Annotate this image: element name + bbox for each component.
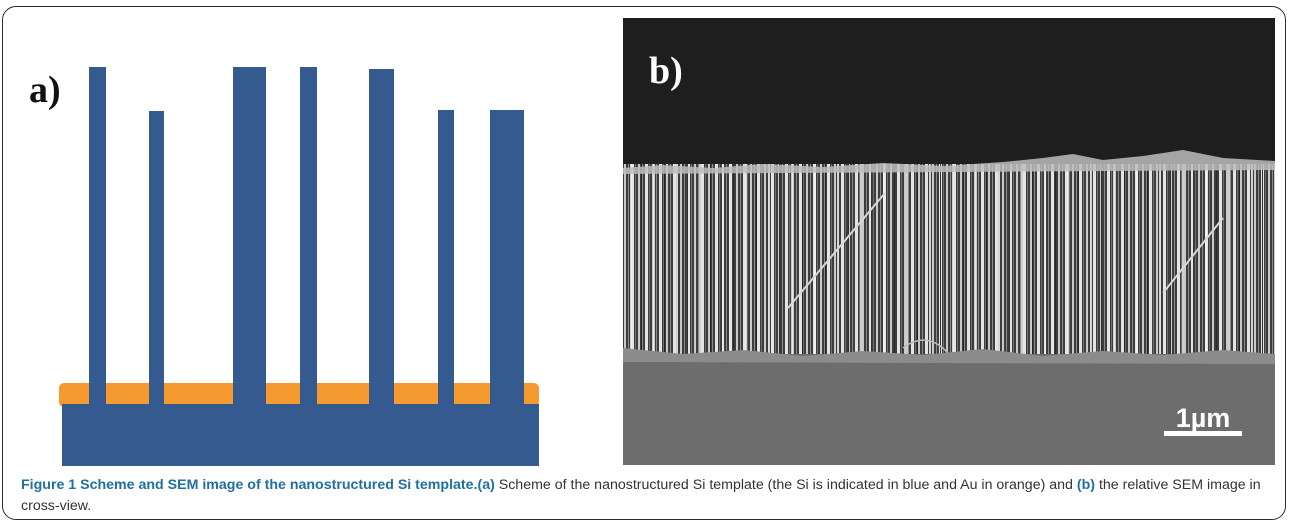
stray-wire (787, 192, 886, 309)
si-pillar (233, 67, 266, 407)
si-pillar (438, 110, 454, 407)
si-substrate (62, 404, 539, 466)
si-pillar (369, 69, 394, 407)
substrate-edge (623, 348, 1275, 364)
sem-background-top (623, 18, 1275, 168)
stray-wire (1162, 217, 1224, 294)
panel-a-scheme: a) (13, 21, 598, 466)
scale-bar-line (1164, 431, 1242, 436)
sem-micrograph (623, 18, 1275, 466)
figure-caption: Figure 1 Scheme and SEM image of the nan… (21, 475, 1271, 517)
caption-text-a: Scheme of the nanostructured Si template… (494, 477, 1077, 493)
panel-b-sem-image: b) 1µm (623, 18, 1275, 466)
si-pillar (300, 67, 317, 407)
si-pillar (149, 111, 164, 407)
panel-a-label: a) (29, 69, 61, 111)
scale-bar-label: 1µm (1175, 403, 1231, 433)
nanowire-layer-highlights (623, 164, 1275, 354)
caption-text-b: the relative SEM image in cross-view. (21, 477, 1261, 514)
figure-frame: a) (2, 6, 1286, 520)
scheme-diagram (59, 67, 539, 466)
caption-ref-a: (a) (477, 477, 495, 493)
nanowire-top-edge (623, 150, 1275, 174)
caption-title: Figure 1 Scheme and SEM image of the nan… (21, 477, 478, 493)
si-pillar (89, 67, 106, 407)
sem-substrate (623, 354, 1275, 465)
si-pillar (490, 110, 524, 407)
au-layer (59, 383, 539, 407)
panel-b-label: b) (649, 50, 683, 92)
caption-ref-b: (b) (1076, 477, 1095, 493)
scale-bar: 1µm (1162, 403, 1244, 434)
